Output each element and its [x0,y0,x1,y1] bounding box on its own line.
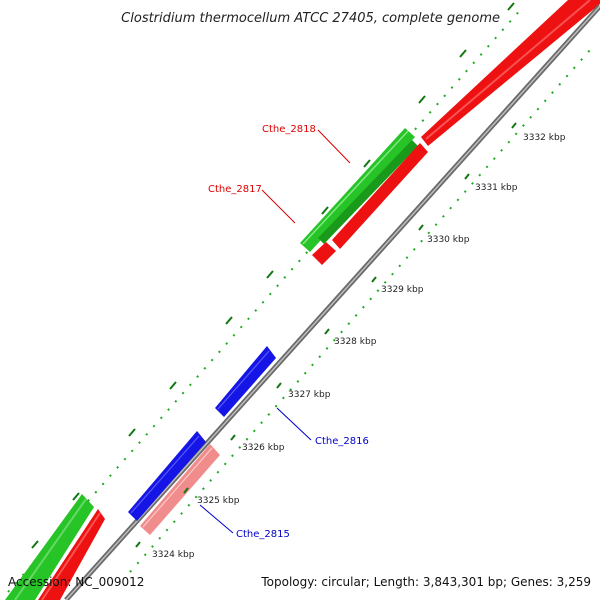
major-ticks [135,122,517,548]
accession-label: Accession: NC_009012 [8,575,144,589]
inner-dotted-track [129,49,591,573]
genome-backbone [64,4,600,600]
tick-label-3325: 3325 kbp [197,496,240,506]
red-gene-block[interactable] [312,143,428,265]
pink-gene[interactable] [140,444,220,535]
tick-label-3324: 3324 kbp [152,550,195,560]
gene-label-cthe-2816[interactable]: Cthe_2816 [315,436,369,447]
tick-label-3329: 3329 kbp [381,285,424,295]
outer-major-ticks [31,2,515,549]
blue-gene-cthe-2816[interactable] [215,346,276,417]
red-track-upper [421,0,600,146]
red-track-lower [38,509,105,600]
tick-label-3330: 3330 kbp [427,235,470,245]
tick-label-3332: 3332 kbp [523,133,566,143]
gene-label-cthe-2815[interactable]: Cthe_2815 [236,529,290,540]
gene-label-leaders [199,129,351,534]
green-track-lower [5,494,94,600]
blue-gene-cthe-2815[interactable] [128,431,206,521]
tick-label-3331: 3331 kbp [475,183,518,193]
gene-labels: Cthe_2818 Cthe_2817 Cthe_2816 Cthe_2815 [208,124,369,540]
tick-label-3328: 3328 kbp [334,337,377,347]
green-gene-block[interactable] [300,128,418,252]
tick-labels: 3324 kbp 3325 kbp 3326 kbp 3327 kbp 3328… [152,133,566,560]
tick-label-3326: 3326 kbp [242,443,285,453]
genome-summary: Topology: circular; Length: 3,843,301 bp… [260,575,591,589]
gene-label-cthe-2817[interactable]: Cthe_2817 [208,184,262,195]
tick-label-3327: 3327 kbp [288,390,331,400]
gene-label-cthe-2818[interactable]: Cthe_2818 [262,124,316,135]
map-title: Clostridium thermocellum ATCC 27405, com… [121,11,500,26]
